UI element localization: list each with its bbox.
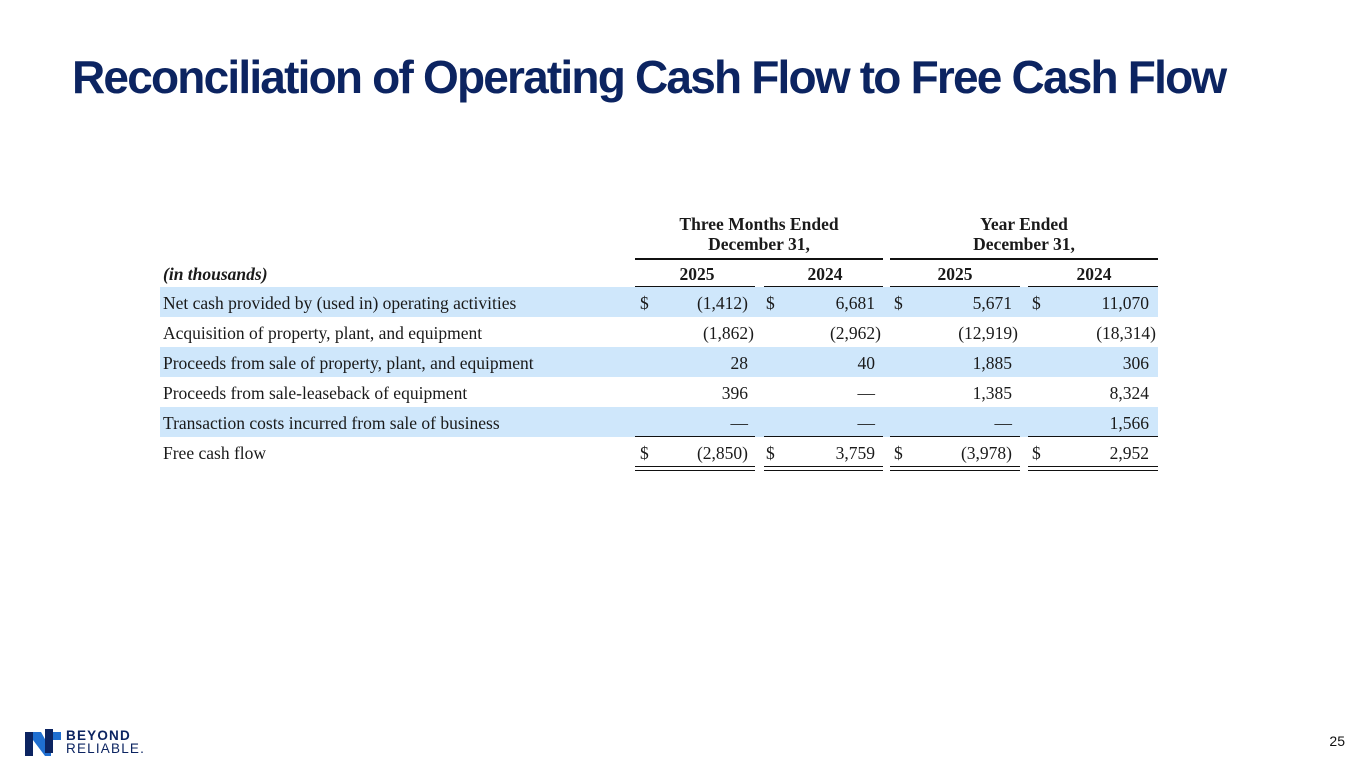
table-cell-value: — (730, 413, 749, 433)
row-highlight (160, 287, 1158, 317)
subtotal-rule (890, 436, 1020, 437)
group-header-line1: Year Ended (980, 214, 1068, 234)
table-cell-value: (2,850) (696, 443, 748, 463)
total-double-rule (635, 466, 755, 471)
table-cell-value: (12,919) (958, 323, 1018, 343)
year-header: 2025 (937, 264, 973, 284)
dollar-sign: $ (640, 443, 649, 463)
dollar-sign: $ (640, 293, 649, 313)
total-double-rule (764, 466, 883, 471)
table-cell-value: 1,566 (1109, 413, 1149, 433)
year-header: 2024 (807, 264, 843, 284)
group-header-three-months: Three Months Ended December 31, (632, 214, 886, 254)
beyond-reliable-logo-icon (25, 729, 61, 756)
free-cash-flow-table: Three Months Ended December 31, Year End… (160, 210, 1158, 475)
row-label: Proceeds from sale-leaseback of equipmen… (163, 383, 468, 403)
dollar-sign: $ (894, 443, 903, 463)
table-cell-value: 6,681 (835, 293, 875, 313)
table-cell-value: 396 (721, 383, 748, 403)
group-header-year: Year Ended December 31, (890, 214, 1158, 254)
table-cell-value: (2,962) (829, 323, 881, 343)
table-cell-value: 11,070 (1101, 293, 1149, 313)
group-header-line2: December 31, (973, 234, 1075, 254)
table-cell-value: (1,862) (702, 323, 754, 343)
table-cell-value: — (857, 383, 876, 403)
row-label: Net cash provided by (used in) operating… (163, 293, 517, 313)
slide-title: Reconciliation of Operating Cash Flow to… (72, 51, 1227, 103)
dollar-sign: $ (1032, 293, 1041, 313)
group-header-rule (635, 258, 883, 260)
row-highlight (160, 347, 1158, 377)
brand-logo: BEYOND RELIABLE. (24, 728, 174, 758)
table-cell-value: 1,385 (972, 383, 1012, 403)
row-label: Transaction costs incurred from sale of … (163, 413, 500, 433)
dollar-sign: $ (766, 443, 775, 463)
brand-name-line1: BEYOND (66, 728, 131, 743)
row-label: Acquisition of property, plant, and equi… (163, 323, 483, 343)
dollar-sign: $ (766, 293, 775, 313)
table-cell-value: (3,978) (960, 443, 1012, 463)
brand-name-line2: RELIABLE. (66, 741, 146, 756)
dollar-sign: $ (894, 293, 903, 313)
page-number: 25 (1329, 733, 1345, 749)
row-label: Free cash flow (163, 443, 267, 463)
units-label: (in thousands) (163, 264, 268, 284)
table-cell-value: 28 (730, 353, 749, 373)
total-double-rule (890, 466, 1020, 471)
group-header-line2: December 31, (708, 234, 810, 254)
table-cell-value: — (857, 413, 876, 433)
table-cell-value: 5,671 (972, 293, 1012, 313)
subtotal-rule (764, 436, 883, 437)
table-cell-value: 40 (857, 353, 876, 373)
dollar-sign: $ (1032, 443, 1041, 463)
group-header-rule (890, 258, 1158, 260)
table-cell-value: 8,324 (1109, 383, 1149, 403)
subtotal-rule (635, 436, 755, 437)
table-cell-value: 1,885 (972, 353, 1012, 373)
subtotal-rule (1028, 436, 1158, 437)
row-highlight (160, 407, 1158, 437)
table-cell-value: (1,412) (696, 293, 748, 313)
table-cell-value: 2,952 (1109, 443, 1149, 463)
table-cell-value: (18,314) (1096, 323, 1156, 343)
table-cell-value: 306 (1122, 353, 1149, 373)
year-header: 2024 (1076, 264, 1112, 284)
total-double-rule (1028, 466, 1158, 471)
table-cell-value: — (994, 413, 1013, 433)
row-label: Proceeds from sale of property, plant, a… (163, 353, 534, 373)
year-header: 2025 (679, 264, 715, 284)
table-cell-value: 3,759 (835, 443, 875, 463)
group-header-line1: Three Months Ended (679, 214, 839, 234)
